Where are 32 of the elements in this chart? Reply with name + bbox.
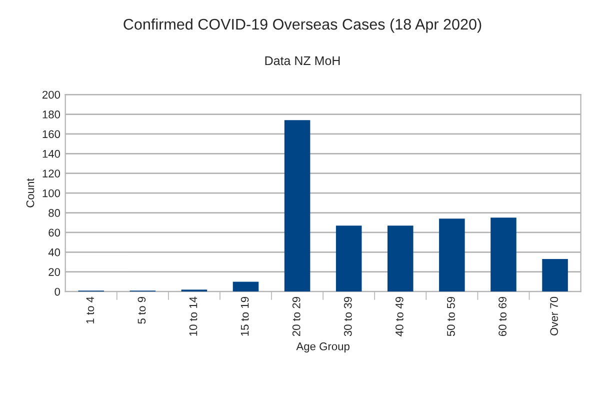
- x-tick-label: 15 to 19: [240, 296, 249, 336]
- chart-title: Confirmed COVID-19 Overseas Cases (18 Apr 2020): [124, 18, 482, 33]
- x-tick-label: 10 to 14: [189, 296, 198, 336]
- bar: [490, 218, 516, 292]
- y-tick-label: 0: [54, 288, 60, 296]
- y-tick-label: 160: [42, 130, 60, 138]
- bar: [439, 218, 465, 292]
- x-tick-label: 30 to 39: [344, 296, 352, 336]
- y-tick-label: 80: [48, 209, 60, 217]
- x-axis-title: Age Group: [296, 342, 350, 352]
- x-tick-label: 5 to 9: [138, 296, 146, 324]
- x-tick-label: 1 to 4: [86, 296, 94, 324]
- x-tick-label: Over 70: [550, 296, 558, 336]
- chart-subtitle: Data NZ MoH: [265, 56, 340, 66]
- x-tick-label: 60 to 69: [498, 296, 506, 336]
- y-tick-label: 60: [48, 228, 60, 237]
- y-tick-label: 120: [42, 170, 60, 178]
- bar: [336, 226, 362, 292]
- x-tick-label: 40 to 49: [396, 296, 404, 336]
- y-tick-label: 40: [48, 248, 60, 256]
- x-tick-label: 20 to 29: [292, 296, 300, 336]
- bar: [232, 282, 259, 292]
- bar: [542, 259, 568, 292]
- y-axis-title: Count: [26, 178, 34, 208]
- y-tick-label: 200: [42, 90, 60, 99]
- y-tick-label: 140: [42, 150, 60, 158]
- y-tick-label: 180: [42, 110, 60, 118]
- bar: [284, 120, 310, 292]
- y-tick-label: 100: [42, 189, 60, 198]
- x-tick-label: 50 to 59: [447, 296, 455, 336]
- y-tick-label: 20: [48, 268, 60, 276]
- bar: [388, 226, 414, 292]
